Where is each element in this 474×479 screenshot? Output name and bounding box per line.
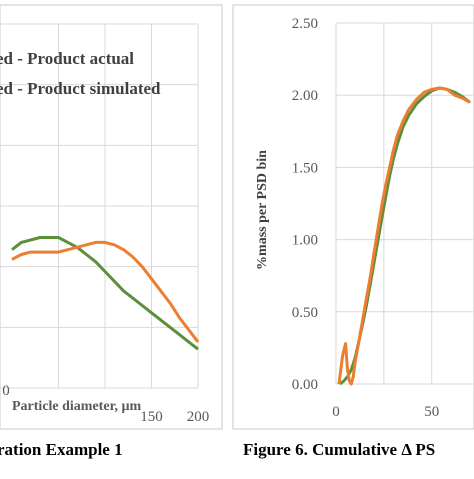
left-x-tick-label: 150 xyxy=(140,409,163,425)
left-series-line-0 xyxy=(11,236,199,351)
right-plot-grid xyxy=(335,22,474,385)
right-y-tick-label: 1.50 xyxy=(292,160,318,176)
right-x-tick-label: 0 xyxy=(332,404,340,420)
left-x-tick-label: 200 xyxy=(187,409,210,425)
right-x-tick-label: 50 xyxy=(424,404,439,420)
right-y-tick-label: 2.00 xyxy=(292,88,318,104)
left-figure-caption: ration Example 1 xyxy=(0,440,123,459)
right-y-tick-label: 2.50 xyxy=(292,16,318,32)
right-y-ticks: 0.00 0.50 1.00 1.50 2.00 2.50 xyxy=(292,16,318,393)
right-y-tick-label: 0.00 xyxy=(292,377,318,393)
left-plot-lines xyxy=(11,236,200,351)
right-series-line-1 xyxy=(337,86,471,386)
right-figure-caption: Figure 6. Cumulative Δ PS xyxy=(243,440,435,459)
legend-entry-simulated: ed - Product simulated xyxy=(0,79,161,98)
left-x-axis-label: Particle diameter, µm xyxy=(12,399,142,414)
left-x-ticks: 0 150 200 xyxy=(2,383,209,425)
left-plot-grid xyxy=(0,23,199,389)
right-y-axis-label: %mass per PSD bin xyxy=(255,150,270,270)
legend-entry-actual: ed - Product actual xyxy=(0,49,134,68)
right-x-ticks: 0 50 xyxy=(332,404,439,420)
right-plot-lines xyxy=(337,86,471,386)
right-y-tick-label: 1.00 xyxy=(292,233,318,249)
right-y-tick-label: 0.50 xyxy=(292,305,318,321)
left-chart-frame xyxy=(0,4,223,430)
left-series-line-1 xyxy=(11,240,200,343)
left-x-tick-partial: 0 xyxy=(2,383,10,399)
